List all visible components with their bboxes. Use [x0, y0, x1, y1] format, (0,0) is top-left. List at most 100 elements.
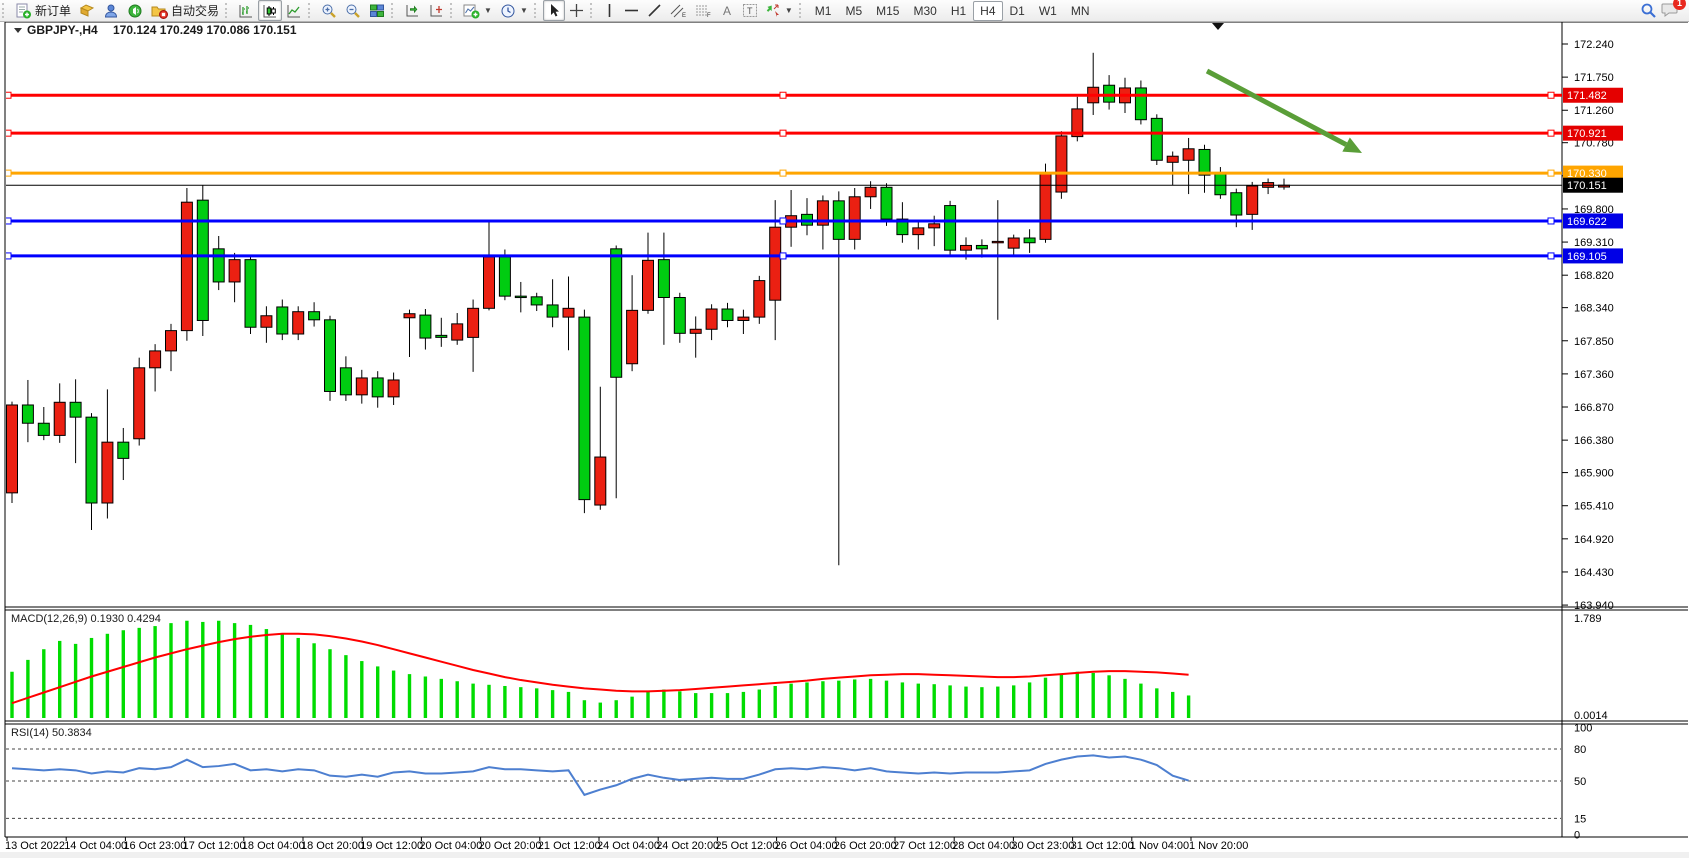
toolbar-grip — [391, 3, 397, 18]
time-tick-label[interactable]: 24 Oct 20:00 — [656, 840, 719, 852]
line-handle[interactable] — [5, 129, 12, 137]
candle-body — [196, 199, 209, 321]
macd-histogram-bar — [980, 687, 984, 718]
price-level-badge — [1563, 248, 1623, 264]
line-handle[interactable] — [779, 91, 787, 99]
sound-button[interactable] — [123, 0, 147, 21]
timeframe-button-d1[interactable]: D1 — [1009, 3, 1025, 18]
line-handle[interactable] — [1547, 129, 1555, 137]
time-tick-label[interactable]: 19 Oct 12:00 — [360, 840, 423, 852]
time-tick-label[interactable]: 20 Oct 04:00 — [419, 840, 482, 852]
timeframe-button-m5[interactable]: M5 — [845, 3, 863, 18]
timeframe-button-w1[interactable]: W1 — [1038, 3, 1057, 18]
macd-histogram-bar — [837, 680, 841, 718]
candle-body — [1230, 192, 1243, 216]
bar-chart-type-button[interactable] — [234, 0, 258, 21]
time-tick-label[interactable]: 20 Oct 20:00 — [479, 840, 542, 852]
time-tick-label[interactable]: 28 Oct 04:00 — [952, 840, 1015, 852]
notifications-button[interactable]: 1 — [1661, 0, 1686, 21]
line-handle[interactable] — [779, 217, 787, 225]
candle-body — [324, 319, 336, 392]
horizontal-line-tool-button[interactable] — [620, 0, 643, 21]
time-tick-label[interactable]: 14 Oct 04:00 — [64, 840, 127, 852]
time-tick-label[interactable]: 1 Nov 20:00 — [1189, 840, 1248, 852]
macd-histogram-bar — [614, 700, 618, 718]
timeframe-button-m30[interactable]: M30 — [913, 3, 937, 18]
timeframe-button-m15[interactable]: M15 — [876, 3, 900, 18]
candle — [403, 309, 416, 357]
arrows-tool-button[interactable]: ▼ — [762, 0, 797, 21]
charts-button[interactable] — [75, 0, 99, 21]
macd-histogram-bar — [264, 629, 269, 718]
tile-windows-button[interactable] — [365, 0, 389, 21]
market-watch-button[interactable] — [99, 0, 123, 21]
zoom-out-button[interactable] — [341, 0, 365, 21]
chart-shift-marker-icon[interactable] — [1212, 23, 1224, 30]
time-tick-label[interactable]: 30 Oct 23:00 — [1011, 840, 1074, 852]
crosshair-tool-button[interactable] — [565, 0, 588, 21]
line-handle[interactable] — [779, 252, 787, 260]
text-tool-button[interactable]: A — [716, 0, 738, 21]
timeframe-button-mn[interactable]: MN — [1070, 3, 1090, 18]
time-tick-label[interactable]: 13 Oct 2022 — [5, 840, 65, 852]
auto-scroll-button[interactable] — [400, 0, 424, 21]
line-handle[interactable] — [5, 252, 12, 260]
label-tool-button[interactable]: T — [738, 0, 762, 21]
price-tick-label: 167.850 — [1574, 336, 1614, 348]
search-button[interactable] — [1636, 0, 1661, 21]
timeframe-button-m1[interactable]: M1 — [814, 3, 832, 18]
time-tick-label[interactable]: 1 Nov 04:00 — [1130, 840, 1189, 852]
time-tick-label[interactable]: 18 Oct 04:00 — [242, 840, 305, 852]
cursor-tool-button[interactable] — [542, 0, 565, 21]
line-handle[interactable] — [1547, 169, 1555, 177]
time-tick-label[interactable]: 25 Oct 12:00 — [715, 840, 778, 852]
line-handle[interactable] — [5, 91, 12, 99]
price-axis[interactable]: 172.240171.750171.260170.780170.290169.8… — [1562, 39, 1623, 841]
trend-arrow-annotation[interactable] — [1205, 68, 1348, 147]
candle-body — [1134, 87, 1147, 121]
time-tick-label[interactable]: 24 Oct 04:00 — [597, 840, 660, 852]
time-tick-label[interactable]: 16 Oct 23:00 — [123, 840, 186, 852]
line-handle[interactable] — [779, 169, 787, 177]
symbol-dropdown-icon[interactable] — [14, 28, 22, 33]
line-handle[interactable] — [5, 169, 12, 177]
time-tick-label[interactable]: 18 Oct 20:00 — [301, 840, 364, 852]
indicators-button[interactable]: ▼ — [459, 0, 496, 21]
candle — [101, 389, 114, 519]
fibonacci-tool-button[interactable]: F — [691, 0, 716, 21]
time-tick-label[interactable]: 26 Oct 04:00 — [775, 840, 838, 852]
timeframe-button-h4[interactable]: H4 — [973, 0, 1003, 21]
new-order-button[interactable]: 新订单 — [11, 0, 75, 21]
time-tick-label[interactable]: 31 Oct 12:00 — [1071, 840, 1134, 852]
line-chart-type-button[interactable] — [282, 0, 306, 21]
timeframe-button-h1[interactable]: H1 — [950, 3, 967, 18]
periods-button[interactable]: ▼ — [496, 0, 532, 21]
zoom-in-button[interactable] — [317, 0, 341, 21]
auto-trading-button[interactable]: 自动交易 — [147, 0, 223, 21]
macd-histogram-bar — [344, 655, 348, 718]
time-tick-label[interactable]: 17 Oct 12:00 — [183, 840, 246, 852]
candle-body — [212, 248, 225, 283]
candlestick-chart-type-button[interactable] — [258, 0, 283, 21]
trendline-tool-button[interactable] — [643, 0, 666, 21]
line-handle[interactable] — [1547, 91, 1555, 99]
line-handle[interactable] — [779, 129, 787, 137]
clock-icon — [500, 3, 516, 19]
line-handle[interactable] — [5, 217, 12, 225]
candle-body — [1182, 148, 1195, 161]
equidistant-channel-tool-button[interactable]: E — [666, 0, 691, 21]
line-handle[interactable] — [1547, 217, 1555, 225]
candle-body — [387, 379, 400, 398]
chart-shift-button[interactable] — [424, 0, 448, 21]
time-tick-label[interactable]: 26 Oct 20:00 — [834, 840, 897, 852]
time-tick-label[interactable]: 21 Oct 12:00 — [538, 840, 601, 852]
time-tick-label[interactable]: 27 Oct 12:00 — [893, 840, 956, 852]
rsi-scale-label: 50 — [1574, 776, 1586, 788]
candle — [276, 299, 289, 341]
candle-body — [85, 416, 98, 504]
line-handle[interactable] — [1547, 252, 1555, 260]
vertical-line-tool-button[interactable] — [599, 0, 620, 21]
